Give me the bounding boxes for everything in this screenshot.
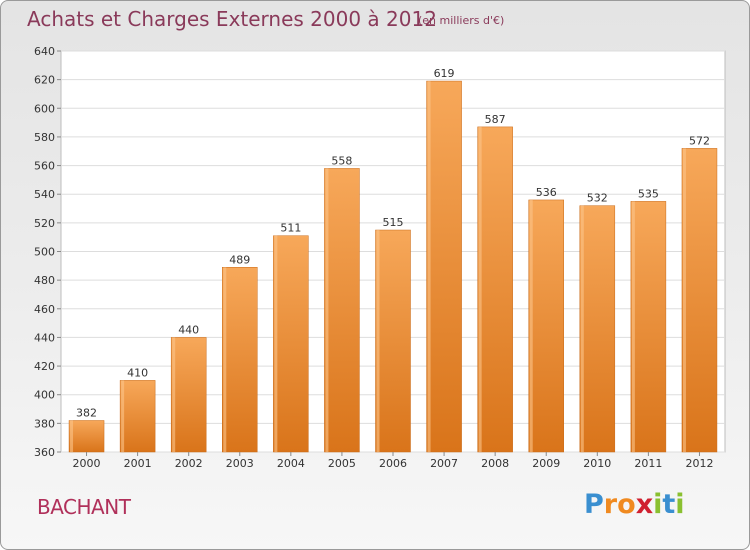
bar-highlight	[223, 267, 227, 452]
chart-title: Achats et Charges Externes 2000 à 2012	[27, 7, 437, 31]
bar-highlight	[325, 168, 329, 452]
y-tick-label: 600	[34, 102, 55, 115]
logo-letter: r	[603, 489, 618, 520]
data-label: 572	[689, 134, 710, 147]
data-label: 515	[383, 216, 404, 229]
y-tick-label: 520	[34, 217, 55, 230]
data-label: 440	[178, 323, 199, 336]
y-tick-label: 360	[34, 446, 55, 459]
town-name: BACHANT	[37, 495, 131, 519]
logo-letter: x	[635, 489, 654, 520]
y-tick-label: 480	[34, 274, 55, 287]
data-label: 410	[127, 366, 148, 379]
bar-2006	[375, 229, 411, 453]
x-tick-label: 2006	[379, 457, 407, 470]
x-tick-label: 2010	[583, 457, 611, 470]
bar-2002	[170, 337, 207, 453]
x-tick-label: 2012	[685, 457, 713, 470]
bar-2001	[119, 380, 156, 453]
data-label: 511	[280, 222, 301, 235]
y-tick-label: 460	[34, 303, 55, 316]
y-tick-label: 380	[34, 417, 55, 430]
bar-2003	[222, 267, 258, 453]
bar-highlight	[580, 205, 584, 452]
bar-2012	[681, 148, 718, 453]
proxiti-logo: Proxiti	[584, 489, 685, 520]
x-tick-label: 2011	[634, 457, 662, 470]
bar-highlight	[274, 235, 278, 452]
y-tick-label: 440	[34, 331, 55, 344]
bar-highlight	[631, 201, 635, 452]
bar-2011	[630, 201, 667, 453]
y-tick-label: 640	[34, 45, 55, 58]
bar-highlight	[376, 230, 380, 452]
x-tick-label: 2003	[226, 457, 254, 470]
y-tick-label: 420	[34, 360, 55, 373]
y-tick-label: 560	[34, 160, 55, 173]
data-label: 382	[76, 406, 97, 419]
logo-letter: t	[662, 489, 676, 520]
logo-letter: i	[653, 489, 663, 520]
x-tick-label: 2004	[277, 457, 305, 470]
bar-highlight	[682, 148, 686, 452]
data-label: 558	[331, 154, 352, 167]
y-tick-label: 500	[34, 246, 55, 259]
y-tick-label: 400	[34, 389, 55, 402]
bar-2004	[273, 235, 309, 453]
data-label: 619	[434, 67, 455, 80]
x-tick-label: 2000	[73, 457, 101, 470]
y-tick-label: 580	[34, 131, 55, 144]
bar-2009	[528, 199, 564, 453]
bar-highlight	[70, 420, 74, 452]
x-tick-label: 2001	[124, 457, 152, 470]
data-label: 532	[587, 192, 608, 205]
bar-2010	[579, 205, 616, 453]
bar-2000	[68, 420, 105, 453]
logo-letter: P	[584, 489, 604, 520]
chart-subtitle: (en milliers d'€)	[418, 14, 505, 27]
bar-2005	[324, 168, 360, 453]
data-label: 535	[638, 187, 659, 200]
bar-highlight	[478, 126, 482, 453]
x-tick-label: 2009	[532, 457, 560, 470]
bar-highlight	[427, 81, 431, 452]
x-tick-label: 2002	[175, 457, 203, 470]
logo-letter: i	[675, 489, 685, 520]
data-label: 536	[536, 186, 557, 199]
x-tick-label: 2005	[328, 457, 356, 470]
data-label: 587	[485, 113, 506, 126]
x-tick-label: 2007	[430, 457, 458, 470]
y-tick-label: 620	[34, 74, 55, 87]
y-tick-label: 540	[34, 188, 55, 201]
data-label: 489	[229, 253, 250, 266]
bar-highlight	[529, 199, 533, 452]
bar-2008	[477, 126, 513, 453]
bar-highlight	[172, 337, 176, 452]
bar-highlight	[121, 380, 125, 452]
logo-letter: o	[617, 489, 636, 520]
bar-2007	[426, 80, 462, 453]
x-tick-label: 2008	[481, 457, 509, 470]
